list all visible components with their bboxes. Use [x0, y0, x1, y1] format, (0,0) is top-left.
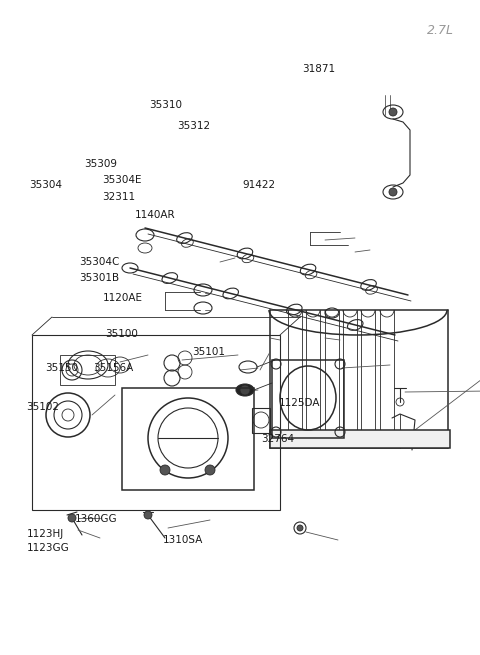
Text: 35100: 35100	[106, 329, 138, 339]
Circle shape	[389, 188, 397, 196]
Text: 35150: 35150	[46, 363, 79, 373]
Bar	[270, 430, 450, 448]
Bar	[60, 355, 115, 385]
Text: 32764: 32764	[262, 434, 295, 444]
Text: 35301B: 35301B	[79, 273, 120, 284]
Text: 1140AR: 1140AR	[134, 210, 175, 220]
Text: 31871: 31871	[302, 64, 336, 74]
Text: 35304E: 35304E	[102, 175, 141, 185]
Text: 35304C: 35304C	[79, 257, 120, 267]
Text: 35312: 35312	[178, 121, 211, 131]
Text: 1120AE: 1120AE	[103, 293, 143, 303]
Ellipse shape	[236, 384, 254, 396]
Circle shape	[160, 465, 170, 475]
Text: 1123HJ: 1123HJ	[26, 529, 64, 539]
Bar	[252, 408, 270, 433]
Circle shape	[144, 511, 152, 519]
Text: 35310: 35310	[149, 100, 182, 110]
Text: 91422: 91422	[242, 179, 276, 190]
Text: 1310SA: 1310SA	[163, 535, 204, 546]
Bar	[122, 388, 254, 490]
Text: 35101: 35101	[192, 347, 225, 358]
Circle shape	[389, 108, 397, 116]
Text: 1125DA: 1125DA	[278, 398, 320, 408]
Circle shape	[297, 525, 303, 531]
Text: 1360GG: 1360GG	[74, 514, 117, 524]
Text: 35309: 35309	[84, 159, 117, 169]
Text: 35156A: 35156A	[94, 363, 134, 373]
Text: 35102: 35102	[26, 402, 60, 413]
Circle shape	[68, 514, 76, 522]
Text: 2.7L: 2.7L	[427, 24, 454, 37]
Bar	[272, 360, 344, 438]
Bar	[32, 335, 280, 510]
Text: 32311: 32311	[102, 191, 135, 202]
Text: 1123GG: 1123GG	[26, 543, 69, 553]
Circle shape	[205, 465, 215, 475]
Circle shape	[240, 385, 250, 395]
Text: 35304: 35304	[29, 179, 62, 190]
